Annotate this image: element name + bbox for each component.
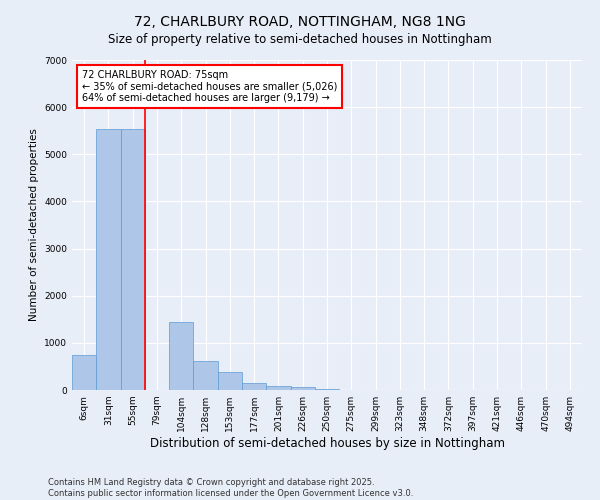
Bar	[121, 130, 145, 390]
Bar	[169, 322, 193, 390]
Text: Contains HM Land Registry data © Crown copyright and database right 2025.
Contai: Contains HM Land Registry data © Crown c…	[48, 478, 413, 498]
Bar	[218, 372, 242, 390]
Bar	[242, 384, 266, 390]
Bar	[266, 386, 290, 390]
Bar	[315, 389, 339, 390]
Bar	[72, 354, 96, 390]
Bar	[290, 387, 315, 390]
Text: 72, CHARLBURY ROAD, NOTTINGHAM, NG8 1NG: 72, CHARLBURY ROAD, NOTTINGHAM, NG8 1NG	[134, 15, 466, 29]
Text: Size of property relative to semi-detached houses in Nottingham: Size of property relative to semi-detach…	[108, 32, 492, 46]
Text: 72 CHARLBURY ROAD: 75sqm
← 35% of semi-detached houses are smaller (5,026)
64% o: 72 CHARLBURY ROAD: 75sqm ← 35% of semi-d…	[82, 70, 338, 103]
X-axis label: Distribution of semi-detached houses by size in Nottingham: Distribution of semi-detached houses by …	[149, 437, 505, 450]
Bar	[96, 130, 121, 390]
Y-axis label: Number of semi-detached properties: Number of semi-detached properties	[29, 128, 38, 322]
Bar	[193, 361, 218, 390]
